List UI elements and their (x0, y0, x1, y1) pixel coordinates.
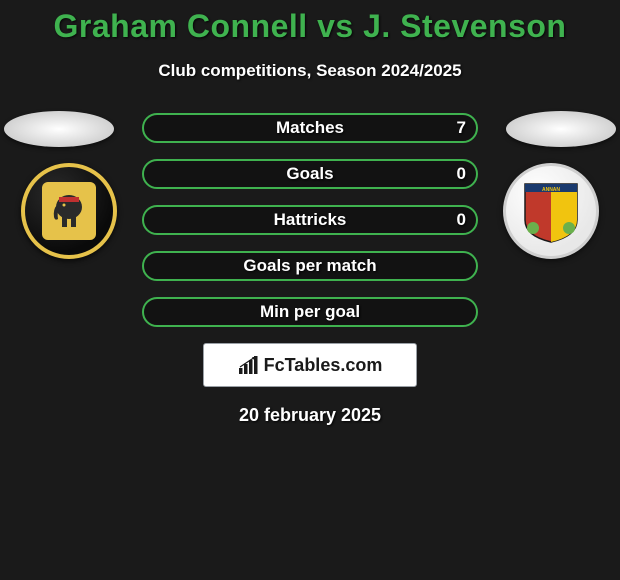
stat-row-matches: Matches 7 (142, 113, 478, 143)
stat-row-hattricks: Hattricks 0 (142, 205, 478, 235)
elephant-icon (42, 182, 96, 240)
main-area: ANNAN Matches 7 Goals 0 Hattricks 0 Goal… (0, 111, 620, 426)
stat-row-goals: Goals 0 (142, 159, 478, 189)
stat-right-value: 7 (457, 118, 466, 138)
stat-label: Goals (286, 164, 333, 184)
club-badge-right: ANNAN (503, 163, 599, 259)
club-badge-left (21, 163, 117, 259)
subtitle: Club competitions, Season 2024/2025 (0, 61, 620, 81)
stat-row-min-per-goal: Min per goal (142, 297, 478, 327)
stat-label: Matches (276, 118, 344, 138)
stat-label: Hattricks (274, 210, 347, 230)
logo-text-label: FcTables.com (264, 355, 383, 376)
stat-right-value: 0 (457, 210, 466, 230)
stat-label: Goals per match (243, 256, 376, 276)
player-right-oval (506, 111, 616, 147)
stat-label: Min per goal (260, 302, 360, 322)
bars-icon (238, 356, 260, 374)
site-logo-box: FcTables.com (203, 343, 417, 387)
stats-container: Matches 7 Goals 0 Hattricks 0 Goals per … (142, 111, 478, 327)
date-label: 20 february 2025 (0, 405, 620, 426)
shield-icon: ANNAN (523, 178, 579, 244)
stat-right-value: 0 (457, 164, 466, 184)
svg-text:ANNAN: ANNAN (542, 187, 560, 193)
page-title: Graham Connell vs J. Stevenson (0, 0, 620, 45)
site-logo: FcTables.com (238, 355, 383, 376)
player-left-oval (4, 111, 114, 147)
stat-row-goals-per-match: Goals per match (142, 251, 478, 281)
